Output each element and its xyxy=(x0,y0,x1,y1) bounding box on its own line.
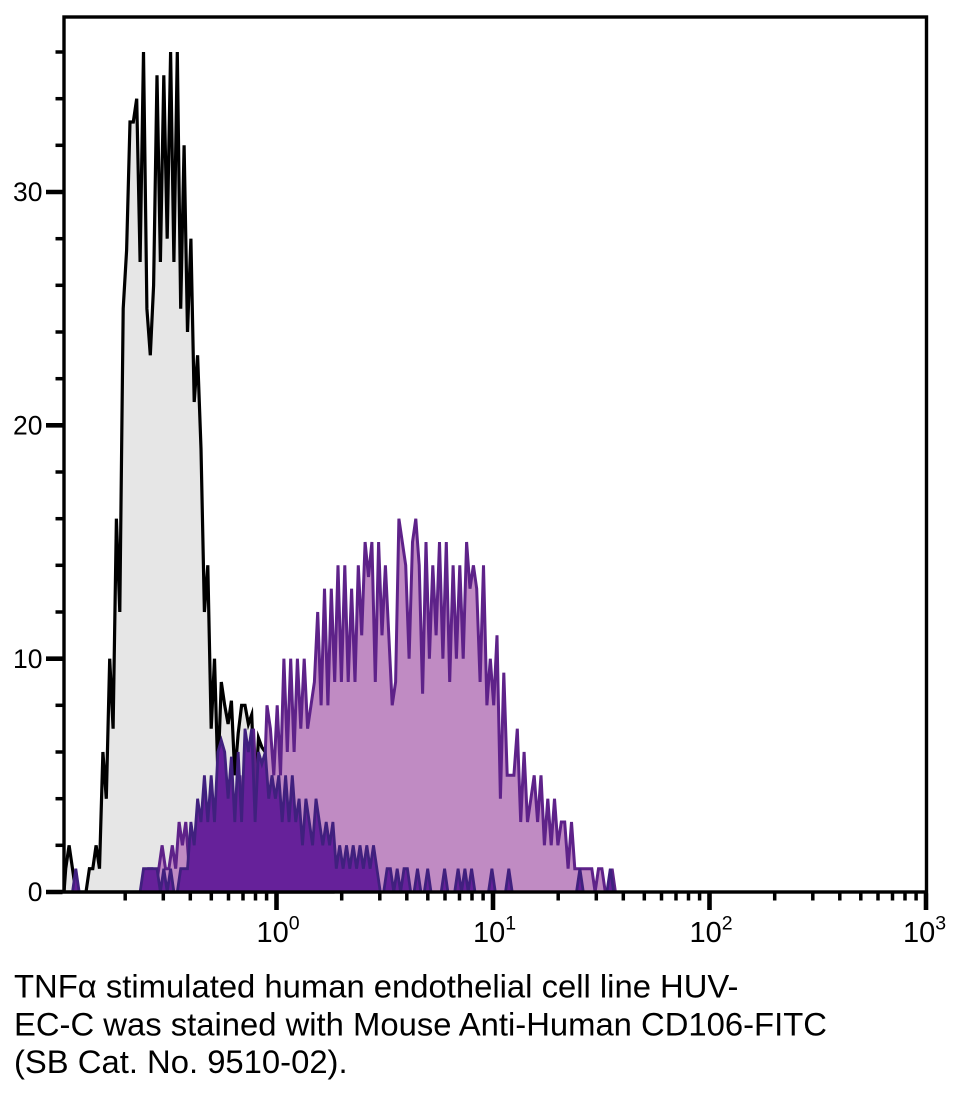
svg-text:20: 20 xyxy=(13,411,42,441)
svg-text:0: 0 xyxy=(28,877,43,907)
svg-text:30: 30 xyxy=(13,177,42,207)
svg-text:100: 100 xyxy=(257,913,300,950)
svg-text:(SB Cat. No. 9510-02).: (SB Cat. No. 9510-02). xyxy=(14,1043,348,1080)
svg-text:10: 10 xyxy=(13,644,42,674)
svg-text:TNFα stimulated human endothel: TNFα stimulated human endothelial cell l… xyxy=(14,968,738,1005)
svg-text:EC-C was stained with Mouse An: EC-C was stained with Mouse Anti-Human C… xyxy=(14,1005,827,1042)
